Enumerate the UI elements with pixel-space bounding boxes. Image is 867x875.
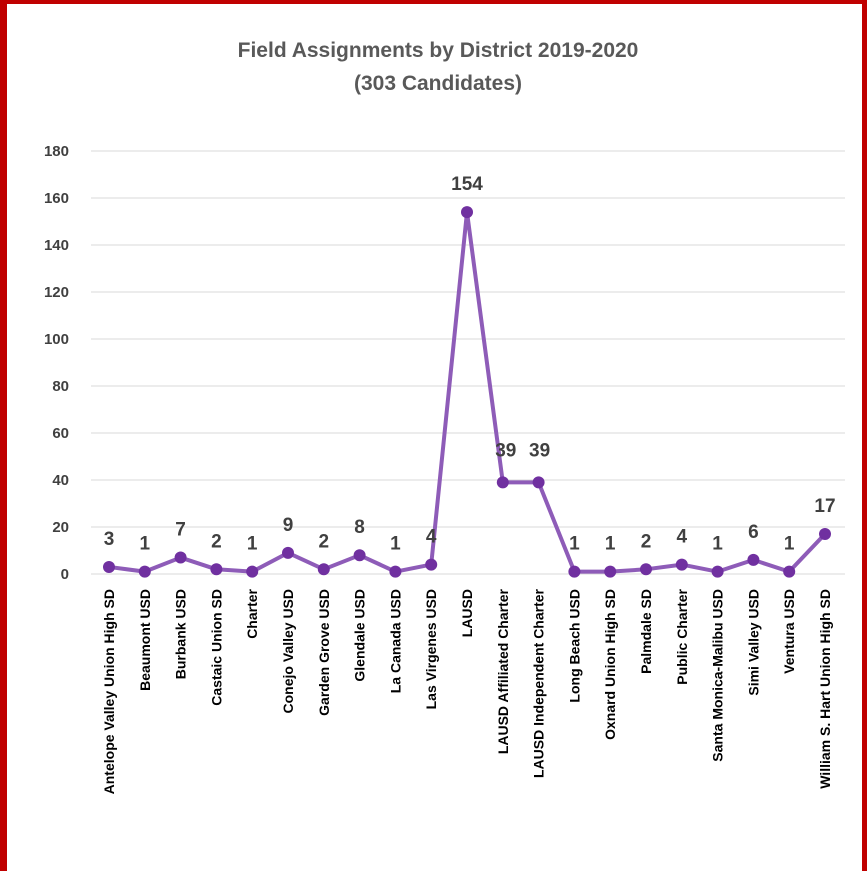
data-label: 39 <box>529 440 550 461</box>
x-tick-label: Castaic Union SD <box>208 589 224 706</box>
y-tick-label: 20 <box>52 519 69 536</box>
x-tick-label: Burbank USD <box>173 589 189 679</box>
data-label: 7 <box>175 520 186 541</box>
x-tick-label: Las Virgenes USD <box>423 589 439 709</box>
data-label: 1 <box>390 534 401 555</box>
data-point <box>568 565 581 578</box>
x-tick-label: Oxnard Union High SD <box>602 589 618 740</box>
data-point <box>675 558 688 571</box>
y-tick-label: 180 <box>44 143 69 160</box>
x-tick-label: William S. Hart Union High SD <box>817 589 833 789</box>
data-label: 2 <box>641 531 652 552</box>
y-tick-label: 0 <box>61 566 69 583</box>
data-point <box>389 565 402 578</box>
chart-subtitle: (303 Candidates) <box>354 72 522 95</box>
data-point <box>210 563 223 576</box>
x-tick-label: LAUSD Independent Charter <box>531 588 547 778</box>
data-label: 6 <box>748 522 759 543</box>
x-tick-label: Beaumont USD <box>137 589 153 691</box>
chart-title: Field Assignments by District 2019-2020 <box>238 39 639 62</box>
x-tick-label: Garden Grove USD <box>316 589 332 716</box>
x-tick-label: Long Beach USD <box>566 589 582 703</box>
x-tick-label: Charter <box>244 588 260 638</box>
data-point <box>353 549 366 562</box>
y-tick-label: 60 <box>52 425 69 442</box>
data-point <box>425 558 438 571</box>
data-label: 8 <box>354 517 365 538</box>
data-label: 3 <box>104 529 115 550</box>
y-tick-label: 80 <box>52 378 69 395</box>
data-label: 1 <box>569 534 580 555</box>
y-axis-ticks: 0 20 40 60 80 100 120 140 160 180 <box>44 143 69 583</box>
x-tick-label: Santa Monica-Malibu USD <box>710 589 726 762</box>
x-tick-label: Conejo Valley USD <box>280 589 296 713</box>
data-label: 39 <box>495 440 516 461</box>
x-tick-label: Antelope Valley Union High SD <box>101 589 117 794</box>
data-points <box>103 206 831 578</box>
x-tick-label: Palmdale SD <box>638 589 654 674</box>
gridlines <box>91 150 845 575</box>
line-chart: Field Assignments by District 2019-2020 … <box>44 39 845 794</box>
y-tick-label: 40 <box>52 472 69 489</box>
data-point <box>138 565 151 578</box>
data-point <box>747 553 760 566</box>
data-point <box>174 551 187 564</box>
data-point <box>532 476 545 489</box>
data-point <box>461 206 473 219</box>
data-point <box>711 565 724 578</box>
data-label: 4 <box>677 527 688 548</box>
y-tick-label: 140 <box>44 237 69 254</box>
data-label: 1 <box>247 534 258 555</box>
data-point <box>282 546 294 559</box>
x-tick-label: Ventura USD <box>781 589 797 674</box>
data-point <box>317 563 330 576</box>
data-label: 9 <box>283 515 294 536</box>
x-tick-label: Simi Valley USD <box>745 589 761 696</box>
data-point <box>246 565 259 578</box>
data-point <box>604 565 617 578</box>
x-tick-label: LAUSD Affiliated Charter <box>495 588 511 754</box>
series-line <box>107 210 827 574</box>
series-line-group <box>107 210 827 574</box>
data-point <box>496 476 509 489</box>
data-label: 4 <box>426 527 437 548</box>
x-tick-label: Glendale USD <box>352 589 368 682</box>
data-label: 1 <box>712 534 723 555</box>
data-point <box>819 528 831 541</box>
x-axis-ticks: Antelope Valley Union High SD Beaumont US… <box>101 588 833 794</box>
data-label: 2 <box>319 531 330 552</box>
data-label: 1 <box>605 534 616 555</box>
data-label: 1 <box>784 534 795 555</box>
x-tick-label: Public Charter <box>674 588 690 684</box>
data-point <box>103 560 115 573</box>
data-label: 2 <box>211 531 222 552</box>
x-tick-label: LAUSD <box>459 589 475 637</box>
x-tick-label: La Canada USD <box>387 589 403 693</box>
data-label: 17 <box>814 496 835 517</box>
y-tick-label: 120 <box>44 284 69 301</box>
y-tick-label: 100 <box>44 331 69 348</box>
y-tick-label: 160 <box>44 190 69 207</box>
data-point <box>640 563 652 576</box>
data-label: 1 <box>140 534 151 555</box>
data-label: 154 <box>451 174 483 195</box>
data-point <box>783 565 796 578</box>
